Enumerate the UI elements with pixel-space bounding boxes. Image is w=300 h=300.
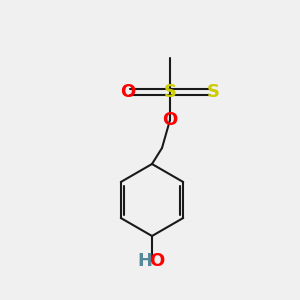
Text: H: H [137,252,152,270]
Text: O: O [120,83,136,101]
Text: O: O [162,111,178,129]
Text: S: S [206,83,220,101]
Text: S: S [164,83,176,101]
Text: O: O [149,252,165,270]
